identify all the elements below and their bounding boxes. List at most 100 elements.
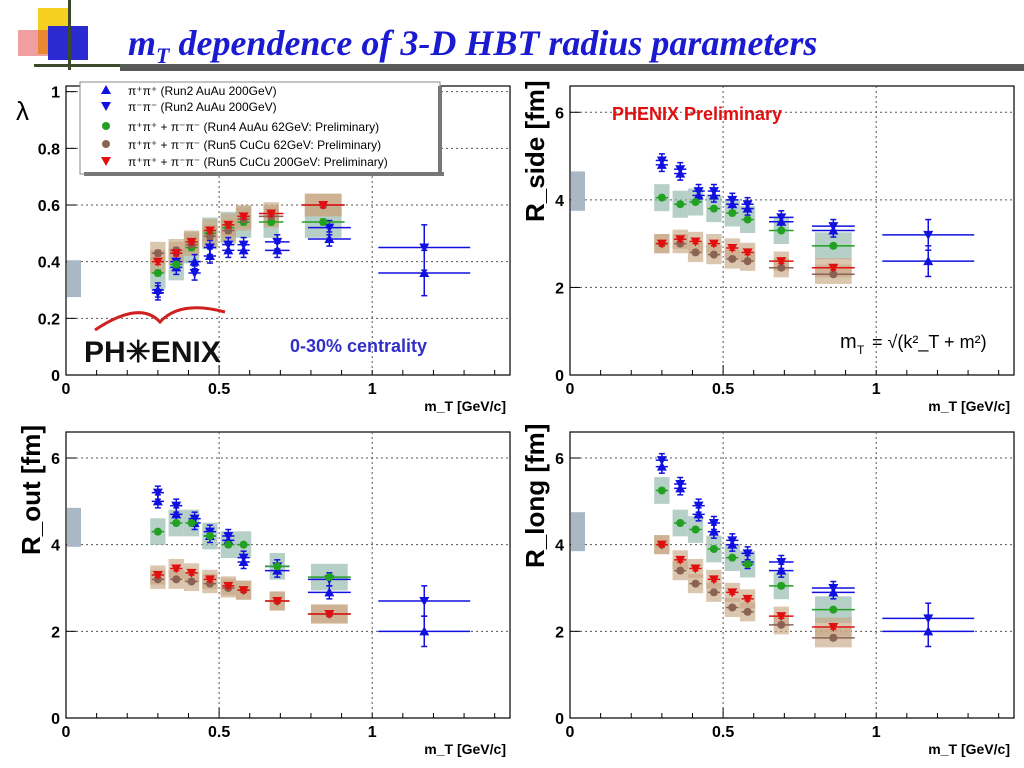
y-tick-label: 0.6 [38,198,60,215]
data-point [693,509,704,519]
data-point [186,237,197,247]
preliminary-label: PHENIX Preliminary [612,104,782,124]
data-point [676,200,685,209]
plot-frame [65,431,511,719]
data-point [829,241,838,250]
data-point [152,257,163,267]
svg-text:PH✳ENIX: PH✳ENIX [84,336,221,369]
data-point [152,496,163,506]
data-point [324,234,335,243]
data-point [776,565,787,575]
data-point [656,540,667,550]
svg-text:R_out [fm]: R_out [fm] [16,425,46,555]
x-tick-label: 0.5 [208,381,230,398]
data-point [656,156,667,166]
data-point [742,248,753,258]
data-point [727,244,738,254]
data-point [204,251,215,260]
legend-entry-3: π⁺π⁺ + π⁻π⁻ (Run5 CuCu 62GeV: Preliminar… [128,138,381,152]
data-point [727,195,738,205]
data-point [693,501,704,511]
data-point [205,232,214,241]
data-point [743,257,752,266]
data-point [709,545,718,553]
data-point [223,581,234,591]
data-point [923,614,934,624]
title-underline [120,64,1024,71]
data-point [272,245,283,255]
data-point [153,527,162,536]
x-tick-label: 1 [368,381,377,398]
legend-marker [102,140,110,148]
data-point [153,269,162,277]
data-point [743,607,752,616]
y-tick-label: 4 [555,538,564,555]
data-point [828,584,839,593]
data-point [324,223,335,233]
data-point [324,587,335,597]
data-point [675,235,686,245]
x-tick-label: 0 [62,724,71,741]
legend-marker [101,102,111,111]
data-point [777,620,786,629]
x-tick-label: 1 [368,724,377,741]
global-systematic-band [571,512,585,552]
data-point [171,509,182,519]
data-point [708,519,719,528]
y-tick-label: 6 [555,105,564,122]
data-point [709,250,718,259]
rlong-panel: 0 0.5 1 0 2 4 6 m_T [GeV/c] [555,431,1015,757]
data-point [690,237,701,247]
data-point [238,586,249,596]
legend-entry-2: π⁺π⁺ + π⁻π⁻ (Run4 AuAu 62GeV: Preliminar… [128,120,379,134]
data-point [676,566,685,575]
svg-text:T: T [857,343,865,357]
data-point [829,633,838,642]
data-point [690,564,701,574]
data-point [777,263,786,272]
corner-decoration [0,0,120,75]
data-point [186,568,197,578]
data-point [691,579,700,588]
page-title: mT dependence of 3-D HBT radius paramete… [128,23,818,69]
legend-marker [102,122,110,130]
data-point [742,549,753,559]
y-tick-label: 2 [555,624,564,641]
data-point [776,612,787,622]
y-tick-label: 1 [51,85,60,102]
global-systematic-band [571,171,585,211]
plot-frame [569,431,1015,719]
data-point [172,519,181,527]
data-point [728,254,737,263]
data-point [273,562,282,571]
data-point [675,165,686,175]
data-point [728,553,737,562]
data-point [419,597,430,606]
data-point [318,201,329,210]
x-tick-label: 0 [566,724,575,741]
y-tick-label: 4 [51,538,60,555]
global-systematic-band [67,260,81,298]
data-point [223,220,234,230]
data-point [708,575,719,585]
data-point [238,212,249,222]
y-tick-label: 2 [555,280,564,297]
data-point [189,269,200,278]
x-axis-label: m_T [GeV/c] [424,741,506,757]
data-point [238,553,249,563]
data-point [272,597,283,606]
data-point [693,187,704,197]
data-point [657,486,666,495]
y-tick-label: 0.2 [38,311,60,328]
data-point [727,536,738,546]
data-point [266,209,277,219]
data-point [419,268,430,277]
rside-panel: 0 0.5 1 0 2 4 6 m_T [GeV/c] [555,85,1015,414]
y-tick-label: 0 [51,711,60,728]
data-point [675,480,686,489]
data-point [708,187,719,197]
data-point [204,575,215,585]
data-point [828,222,839,232]
centrality-label: 0-30% centrality [290,336,427,356]
data-point [708,526,719,536]
